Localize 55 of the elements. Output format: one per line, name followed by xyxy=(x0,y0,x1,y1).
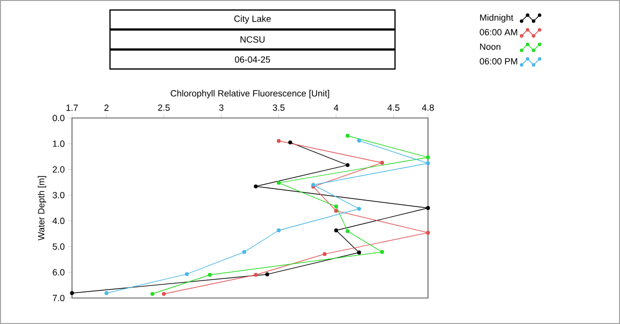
text: 06-04-25 xyxy=(234,56,270,63)
y-tick-label: 3.0 xyxy=(52,192,64,198)
point xyxy=(184,272,189,276)
point xyxy=(70,291,74,296)
point xyxy=(426,230,430,235)
point xyxy=(334,228,338,232)
point xyxy=(288,140,292,144)
point xyxy=(426,155,430,160)
point xyxy=(150,292,154,296)
legend-label: 06:00 PM xyxy=(480,58,518,64)
point xyxy=(346,163,350,168)
point xyxy=(334,208,338,213)
x-tick-label: 4.5 xyxy=(388,104,400,111)
point xyxy=(322,252,327,256)
point xyxy=(254,272,258,277)
y-tick-label: 6.0 xyxy=(52,269,64,276)
y-tick-label: 2.0 xyxy=(52,166,64,173)
point xyxy=(265,272,270,276)
x-tick-label: 2 xyxy=(104,104,108,111)
x-tick-label: 4 xyxy=(334,104,338,111)
point xyxy=(380,250,384,254)
y-tick-label: 1.0 xyxy=(53,140,64,147)
legend-label: Noon xyxy=(480,44,500,50)
point xyxy=(426,206,430,210)
point xyxy=(276,138,281,143)
point xyxy=(357,250,362,254)
point xyxy=(242,250,246,254)
point xyxy=(162,292,166,296)
point xyxy=(276,228,281,232)
y-axis-title: Water Depth [m] xyxy=(38,176,46,240)
x-tick-label: 3.5 xyxy=(272,104,285,111)
point xyxy=(346,134,350,138)
legend-label: Midnight xyxy=(480,14,514,23)
x-tick-label: 2.5 xyxy=(158,104,170,111)
point xyxy=(104,291,108,296)
point xyxy=(357,138,362,143)
point xyxy=(426,161,430,166)
y-tick-label: 5.0 xyxy=(52,243,64,250)
point xyxy=(380,160,384,165)
x-tick-label: 1.7 xyxy=(66,104,78,111)
x-tick-label: 4.8 xyxy=(422,104,434,111)
point xyxy=(334,204,338,208)
point xyxy=(357,206,362,211)
y-tick-label: 7.0 xyxy=(52,294,64,302)
chart-title: City Lake xyxy=(234,15,271,24)
y-tick-label: 4.0 xyxy=(52,218,64,224)
point xyxy=(254,184,258,188)
point xyxy=(208,272,212,277)
point xyxy=(346,229,350,234)
point xyxy=(276,180,281,185)
chart-subtitle: NCSU xyxy=(240,36,265,43)
y-tick-label: 0.0 xyxy=(52,114,64,122)
legend-label: 06:00 AM xyxy=(480,29,518,36)
x-axis-title: Chlorophyll Relative Fluorescence [Unit] xyxy=(170,90,330,98)
x-tick-label: 3 xyxy=(219,104,224,111)
